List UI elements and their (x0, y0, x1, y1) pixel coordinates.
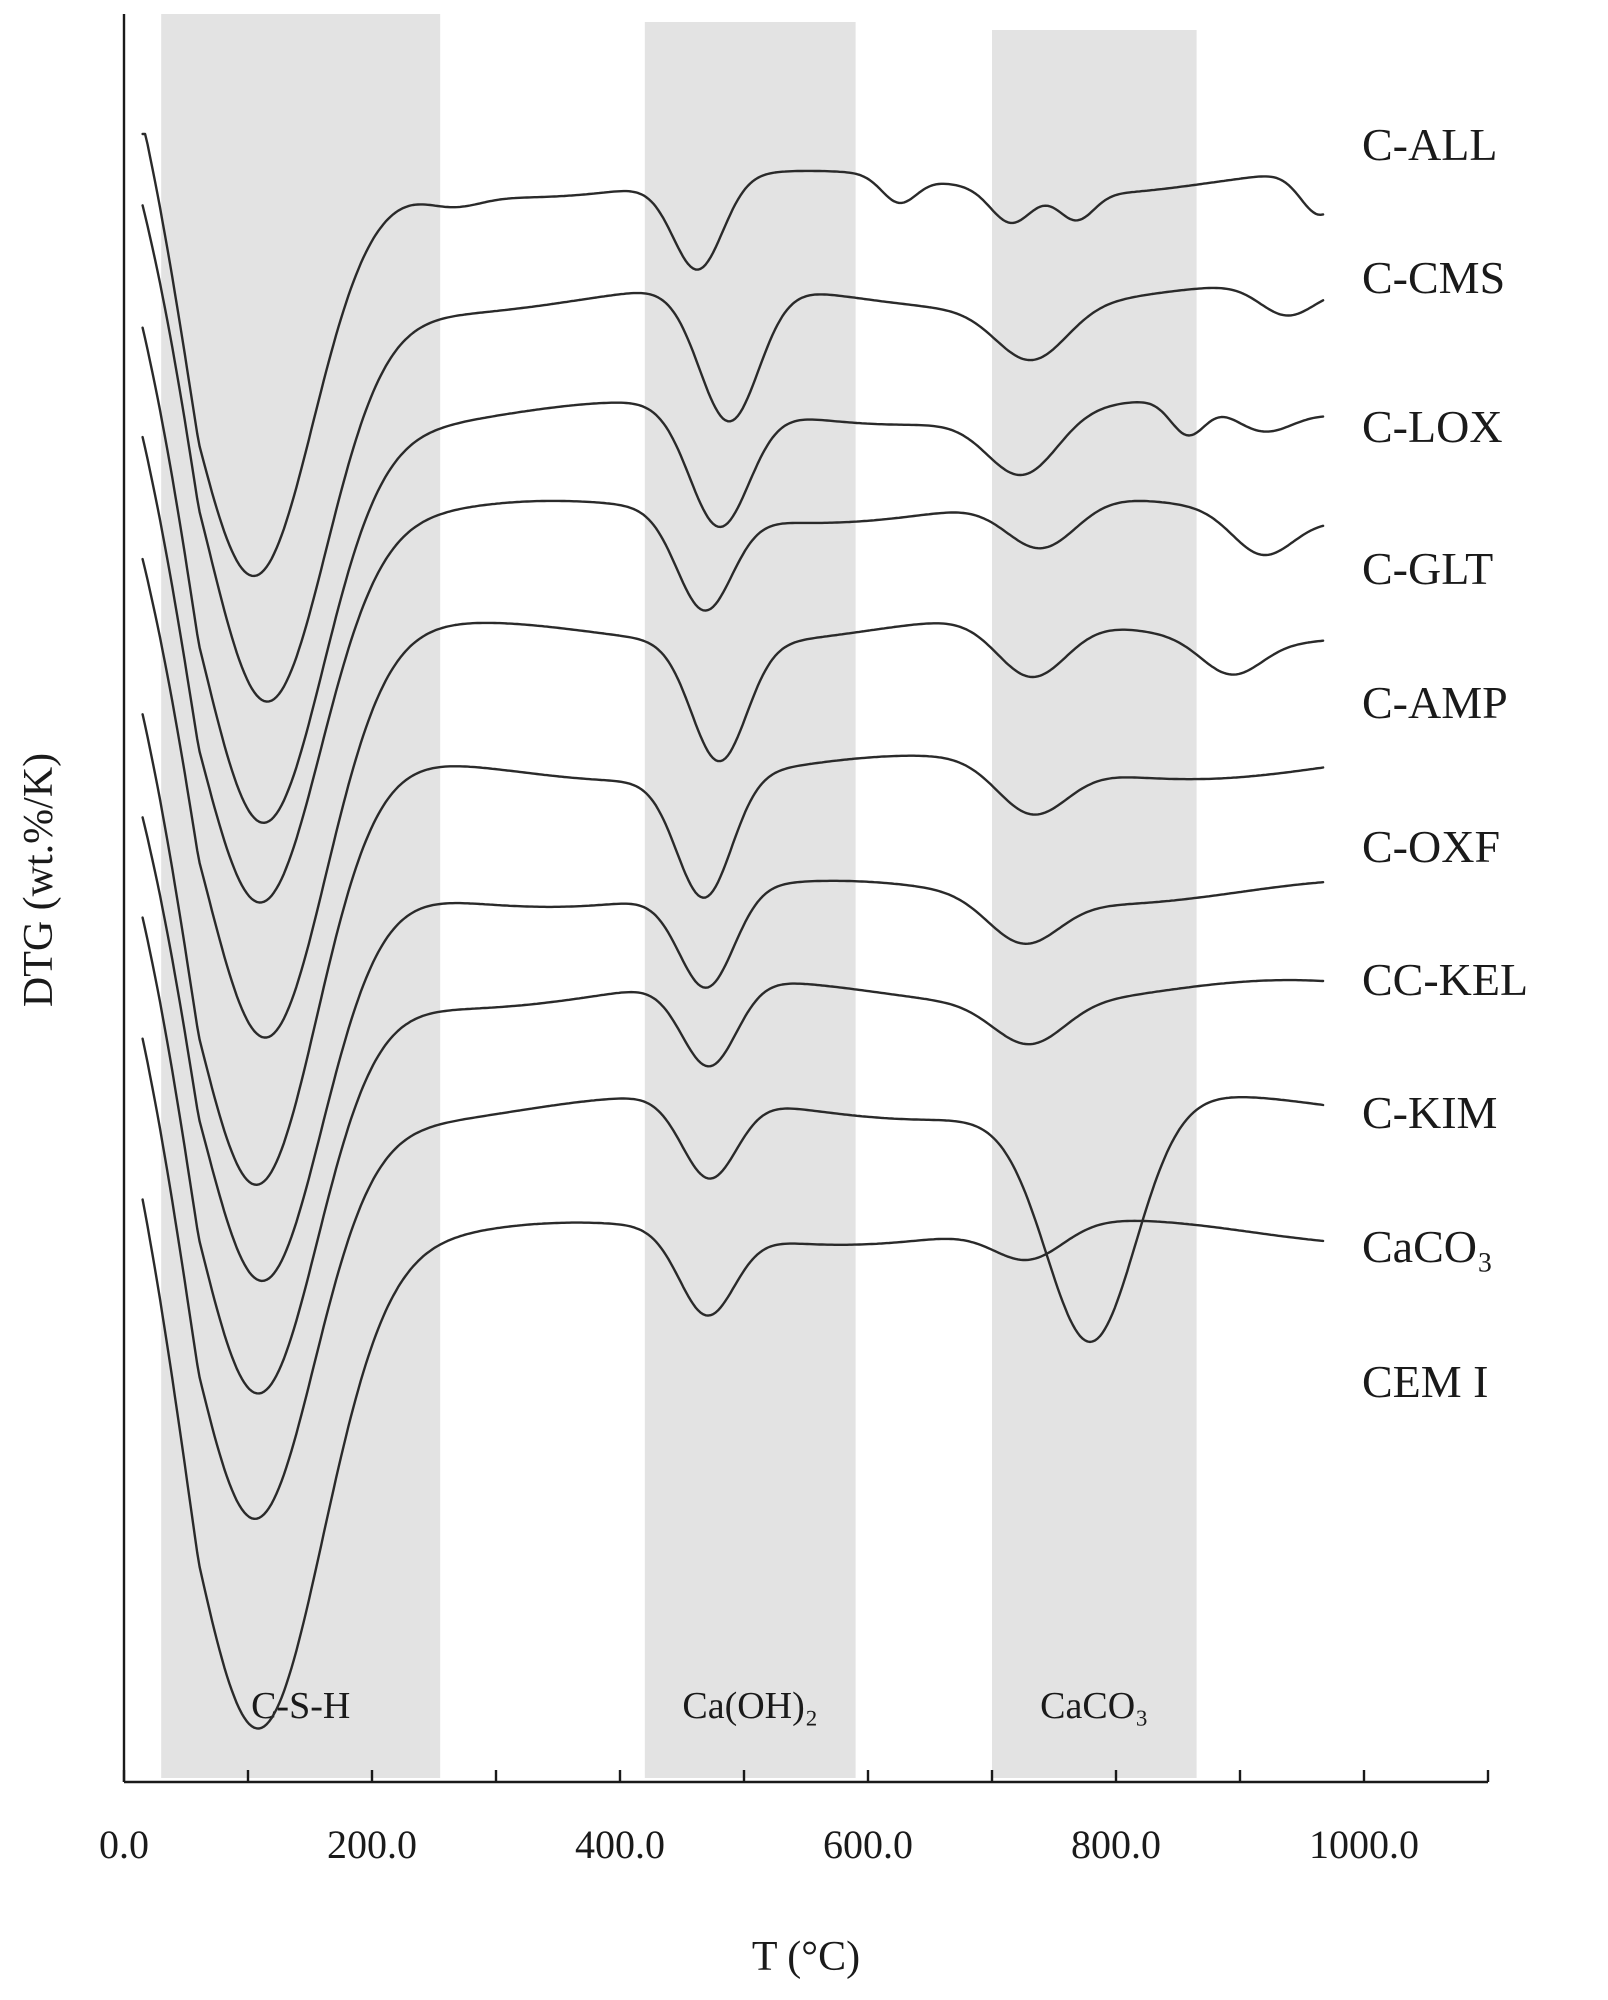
series-line-cem-i (141, 1198, 1325, 1730)
series-label-c-amp: C-AMP (1362, 677, 1508, 728)
series-line-c-amp (141, 557, 1325, 1039)
x-tick-label: 0.0 (99, 1822, 149, 1867)
series-labels: C-ALL C-CMS C-LOX C-GLT C-AMP C-OXF CC-KEL C-KI… (1362, 119, 1528, 1407)
series-label-cem-i: CEM I (1362, 1356, 1489, 1407)
x-tick-label: 1000.0 (1309, 1822, 1419, 1867)
band-c-s-h (161, 14, 441, 1778)
temperature-bands: C-S-H Ca(OH)₂ CaCO₃ (161, 14, 1197, 1778)
series-label-c-lox: C-LOX (1362, 401, 1503, 452)
y-axis-title: DTG (wt.%/K) (16, 753, 62, 1007)
x-tick-label: 600.0 (823, 1822, 913, 1867)
band-caco (992, 30, 1197, 1778)
series-line-caco (141, 1037, 1325, 1520)
x-tick-label: 200.0 (327, 1822, 417, 1867)
band-label-caco: CaCO₃ (1040, 1685, 1148, 1727)
series-line-c-cms (141, 204, 1325, 703)
series-line-c-kim (141, 916, 1325, 1395)
series-line-c-oxf (141, 713, 1325, 1186)
series-label-cc-kel: CC-KEL (1362, 954, 1528, 1005)
series-line-c-glt (141, 435, 1325, 904)
series-line-c-all (141, 132, 1325, 578)
band-ca-oh (644, 22, 856, 1778)
band-label-ca-oh: Ca(OH)₂ (682, 1685, 818, 1727)
dtg-curves (141, 132, 1325, 1730)
x-axis: 0.0 200.0 400.0 600.0 800.0 1000.0 (99, 14, 1490, 1867)
series-label-c-oxf: C-OXF (1362, 821, 1500, 872)
series-line-c-lox (141, 326, 1325, 824)
series-label-c-kim: C-KIM (1362, 1087, 1497, 1138)
series-label-c-glt: C-GLT (1362, 543, 1493, 594)
band-label-c-s-h: C-S-H (251, 1685, 350, 1727)
series-label-c-all: C-ALL (1362, 119, 1497, 170)
series-label-c-cms: C-CMS (1362, 252, 1505, 303)
x-tick-label: 400.0 (575, 1822, 665, 1867)
x-axis-title: T (°C) (752, 1934, 860, 1980)
series-label-caco: CaCO₃ (1362, 1221, 1493, 1272)
series-line-cc-kel (141, 816, 1325, 1283)
x-tick-label: 800.0 (1071, 1822, 1161, 1867)
